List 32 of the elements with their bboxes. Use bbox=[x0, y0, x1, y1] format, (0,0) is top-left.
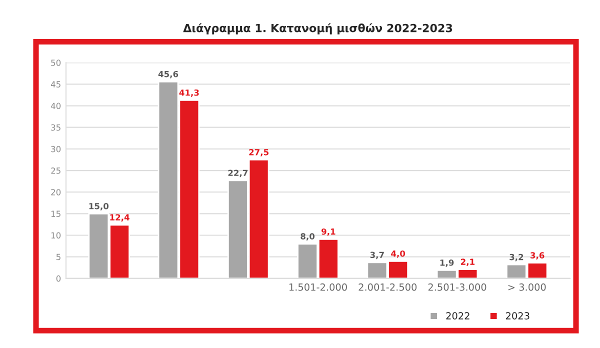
data-label: 9,1 bbox=[321, 228, 336, 236]
legend-label: 2023 bbox=[506, 312, 530, 320]
legend-label: 2022 bbox=[446, 312, 470, 320]
y-tick-label: 20 bbox=[51, 189, 61, 196]
y-tick-label: 15 bbox=[51, 210, 60, 217]
data-label: 41,3 bbox=[179, 89, 199, 97]
data-label: 27,5 bbox=[249, 149, 269, 156]
data-label: 3,2 bbox=[510, 254, 524, 262]
data-label: 8,0 bbox=[300, 233, 315, 241]
y-tick-label: 50 bbox=[51, 60, 61, 66]
x-tick-label: > 3.000 bbox=[508, 283, 546, 291]
x-tick-label: 2.001-2.500 bbox=[358, 283, 417, 291]
data-label: 3,7 bbox=[370, 252, 384, 260]
y-tick-label: 35 bbox=[51, 124, 60, 131]
x-tick-label: 1.501-2.000 bbox=[289, 283, 347, 291]
y-tick-label: 5 bbox=[56, 254, 60, 260]
chart-title: Διάγραμμα 1. Κατανομή μισθών 2022-2023 bbox=[183, 23, 452, 34]
y-tick-label: 0 bbox=[56, 275, 61, 282]
data-label: 2,1 bbox=[460, 258, 475, 266]
y-tick-label: 30 bbox=[51, 146, 61, 152]
data-label: 15,0 bbox=[89, 202, 109, 210]
y-tick-label: 40 bbox=[50, 102, 61, 110]
x-tick-label: 2.501-3.000 bbox=[428, 283, 486, 291]
data-label: 1,9 bbox=[440, 260, 454, 267]
data-label: 45,6 bbox=[158, 70, 178, 78]
data-label: 22,7 bbox=[228, 170, 248, 178]
data-label: 12,4 bbox=[110, 214, 130, 222]
data-label: 4,0 bbox=[391, 250, 406, 258]
y-tick-label: 25 bbox=[51, 168, 60, 174]
y-tick-label: 10 bbox=[51, 232, 61, 239]
data-label: 3,6 bbox=[530, 252, 544, 260]
y-tick-label: 45 bbox=[50, 81, 60, 88]
